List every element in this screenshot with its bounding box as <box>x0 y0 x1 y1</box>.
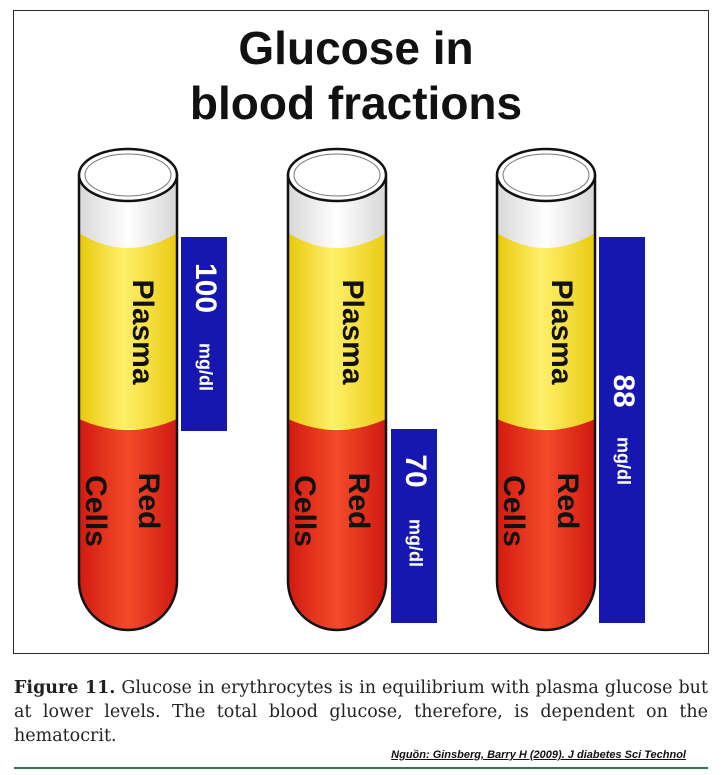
tube-2: Plasma Red Cells 70 mg/dl <box>286 147 437 632</box>
figure-caption-text: Glucose in erythrocytes is in equilibriu… <box>14 678 708 746</box>
tube-1-red-label: Red <box>132 473 165 530</box>
tube-2-rim <box>286 147 388 203</box>
figure-caption-label: Figure 11. <box>14 678 116 698</box>
tube-3-value: 88 <box>607 374 640 407</box>
tube-2-value: 70 <box>399 454 432 487</box>
tube-3-red-label: Red <box>551 473 584 530</box>
tube-1: Plasma Red Cells 100 mg/dl <box>77 147 227 632</box>
tube-2-plasma-label: Plasma <box>336 279 369 384</box>
tube-1-outline <box>77 175 179 632</box>
tube-1-plasma <box>79 233 177 429</box>
tube-3-plasma <box>497 233 595 429</box>
bottom-rule <box>14 767 708 769</box>
figure-frame: Glucose in blood fractions Plasma Red Ce… <box>13 10 709 654</box>
tube-3-rim <box>495 147 597 203</box>
title-line-2: blood fractions <box>190 77 522 129</box>
tube-3-unit: mg/dl <box>613 437 633 485</box>
tube-1-rim <box>77 147 179 203</box>
tube-1-plasma-label: Plasma <box>126 279 159 384</box>
tube-1-value-box <box>181 237 227 431</box>
tube-2-red-cells <box>288 419 386 630</box>
tube-1-rim-inner <box>84 153 172 197</box>
tube-2-outline <box>286 175 388 632</box>
tube-3-cells-label: Cells <box>497 475 530 547</box>
tube-1-cells-label: Cells <box>79 475 112 547</box>
tube-2-rim-inner <box>293 153 381 197</box>
tube-3-rim-inner <box>502 153 590 197</box>
title-line-1: Glucose in <box>238 22 473 74</box>
tube-1-value: 100 <box>189 263 222 313</box>
tube-1-red-cells <box>79 419 177 630</box>
tube-3-value-box <box>599 237 645 623</box>
tube-1-unit: mg/dl <box>195 343 215 391</box>
glucose-diagram: Glucose in blood fractions Plasma Red Ce… <box>77 22 645 632</box>
tube-2-cells-label: Cells <box>288 475 321 547</box>
tube-3-red-cells <box>497 419 595 630</box>
tube-2-value-box <box>391 429 437 623</box>
tube-2-red-label: Red <box>342 473 375 530</box>
tube-3-plasma-label: Plasma <box>545 279 578 384</box>
source-credit: Nguồn: Ginsberg, Barry H (2009). J diabe… <box>391 749 686 761</box>
tube-3: Plasma Red Cells 88 mg/dl <box>495 147 645 632</box>
tube-3-outline <box>495 175 597 632</box>
figure-caption: Figure 11. Glucose in erythrocytes is in… <box>14 676 708 748</box>
tube-2-plasma <box>288 233 386 429</box>
tube-2-unit: mg/dl <box>405 519 425 567</box>
